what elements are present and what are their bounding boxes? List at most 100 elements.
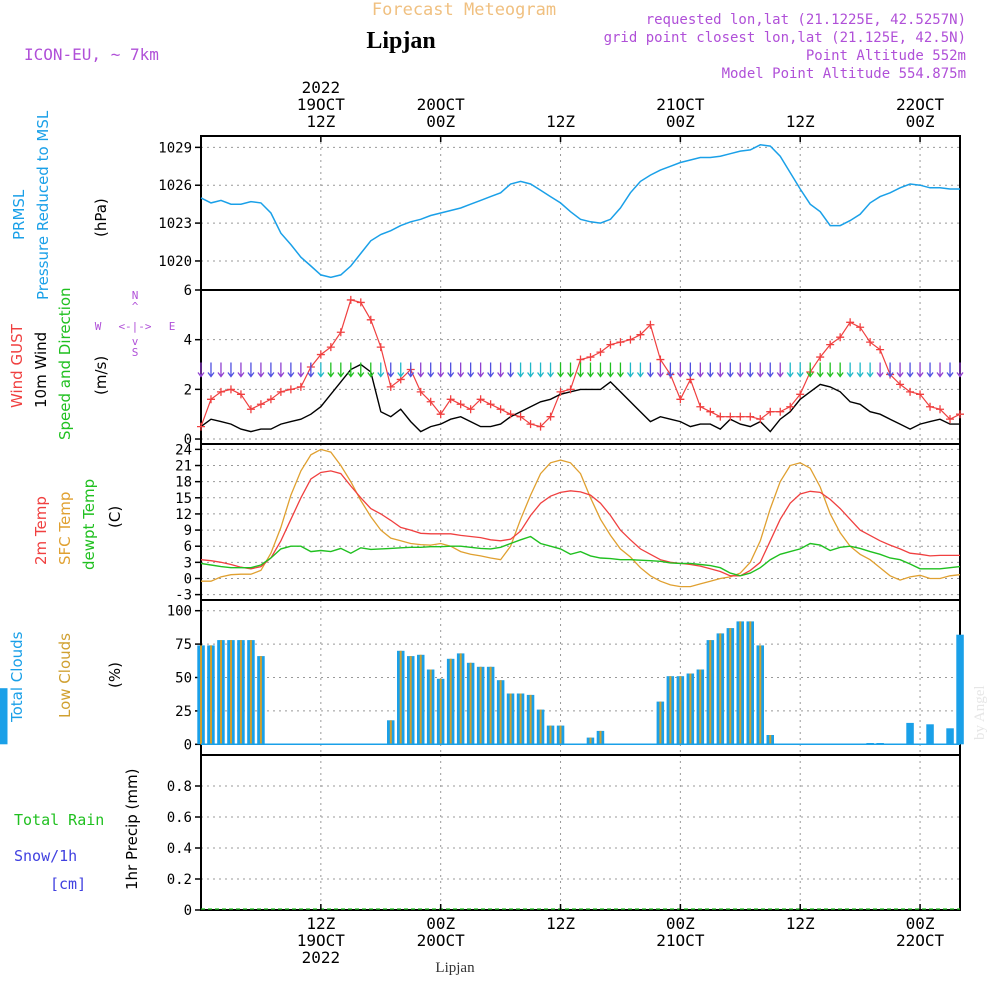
dewpt-line xyxy=(200,535,961,577)
wind-direction-arrow xyxy=(407,362,415,378)
requested-coords: requested lon,lat (21.1225E, 42.5257N) xyxy=(646,12,966,28)
temperature-ytick-label: 12 xyxy=(175,507,192,523)
wind-direction-arrow xyxy=(317,362,325,378)
chart-title: Forecast Meteogram xyxy=(372,0,556,20)
temperature-panel xyxy=(200,448,961,588)
gust-marker xyxy=(626,335,635,344)
gust-label: Wind GUST xyxy=(8,323,26,408)
temperature-ytick-label: 15 xyxy=(175,491,192,507)
gust-marker xyxy=(956,410,964,419)
top-time-label: 12Z xyxy=(546,112,575,131)
bottom-time-label: 00Z xyxy=(666,914,695,933)
gust-marker xyxy=(296,382,305,391)
low-cloud-bar xyxy=(489,666,492,745)
gust-marker xyxy=(446,395,455,404)
gust-marker xyxy=(466,405,475,414)
low-cloud-bar xyxy=(679,676,682,745)
gust-marker xyxy=(256,400,265,409)
wind-direction-arrow xyxy=(606,362,614,378)
low-cloud-bar xyxy=(689,673,692,745)
wind-direction-arrow xyxy=(277,362,285,378)
wind-direction-arrow xyxy=(447,362,455,378)
wind-direction-arrow xyxy=(886,362,894,378)
footer-location: Lipjan xyxy=(435,960,475,976)
bottom-time-label: 00Z xyxy=(906,914,935,933)
wind-direction-arrow xyxy=(367,362,375,378)
temperature-ytick-label: 3 xyxy=(184,555,192,571)
low-cloud-bar xyxy=(749,621,752,745)
low-cloud-bar xyxy=(220,640,222,745)
gust-marker xyxy=(436,410,445,419)
gust-marker xyxy=(576,355,585,364)
wind-direction-arrow xyxy=(487,362,495,378)
wind-direction-arrow xyxy=(586,362,595,378)
model-altitude: Model Point Altitude 554.875m xyxy=(722,66,966,82)
pressure-ytick-label: 1026 xyxy=(158,178,192,194)
wind-direction-arrow xyxy=(507,362,515,378)
wind-direction-arrow xyxy=(517,362,525,378)
gust-marker xyxy=(836,333,845,342)
wind-direction-arrow xyxy=(217,362,225,378)
wind-direction-arrow xyxy=(457,362,465,378)
wind-direction-arrow xyxy=(566,362,575,378)
wind-direction-arrow xyxy=(816,362,824,378)
temperature-ytick-label: -3 xyxy=(175,588,192,604)
precipitation-ytick-label: 0.4 xyxy=(167,841,192,857)
top-time-label: 12Z xyxy=(306,112,335,131)
wind-direction-arrow xyxy=(497,362,505,378)
low-cloud-bar xyxy=(659,701,662,745)
wind-direction-arrow xyxy=(776,362,784,378)
wind-speed-line xyxy=(200,363,960,433)
wind-direction-arrow xyxy=(756,362,764,378)
gust-marker xyxy=(226,385,235,394)
gust-marker xyxy=(486,400,495,409)
compass-e: E xyxy=(169,320,176,333)
gust-marker xyxy=(896,380,905,389)
wind-direction-arrow xyxy=(896,362,904,378)
wind-direction-arrow xyxy=(636,362,644,378)
low-cloud-bar xyxy=(529,694,532,745)
wind-direction-arrow xyxy=(427,362,435,378)
precipitation-ytick-label: 0.2 xyxy=(167,872,192,888)
wind-direction-arrow xyxy=(696,362,704,378)
wind-direction-arrow xyxy=(706,362,714,378)
pressure-line xyxy=(200,144,960,279)
clouds-ytick-label: 50 xyxy=(175,671,192,687)
gust-marker xyxy=(696,402,705,411)
model-name: ICON-EU, ~ 7km xyxy=(24,45,159,64)
compass-rose: N ^ W <-|-> E v S xyxy=(95,289,176,359)
gust-marker xyxy=(456,400,465,409)
bottom-time-label: 12Z xyxy=(546,914,575,933)
precipitation-ytick-label: 0.6 xyxy=(167,810,192,826)
wind-direction-arrow xyxy=(866,362,874,378)
low-cloud-bar xyxy=(669,676,672,745)
low-cloud-bar xyxy=(719,633,722,745)
temperature-ytick-label: 9 xyxy=(184,523,192,539)
top-time-label: 19OCT xyxy=(297,95,346,114)
wind-direction-arrow xyxy=(646,362,654,378)
wind-direction-arrow xyxy=(397,362,405,378)
gust-marker xyxy=(206,395,215,404)
cloud-panel xyxy=(0,621,964,746)
low-cloud-bar xyxy=(709,640,712,745)
low-cloud-bar xyxy=(419,654,422,745)
wind-direction-arrow xyxy=(616,362,624,378)
gust-marker xyxy=(376,343,385,352)
temp-unit: (C) xyxy=(106,506,124,528)
top-time-label: 20OCT xyxy=(417,95,466,114)
gust-marker xyxy=(506,410,515,419)
temperature-ytick-label: 0 xyxy=(184,571,192,587)
temp2m-line xyxy=(200,470,960,577)
temperature-ytick-label: 18 xyxy=(175,475,192,491)
compass-up: ^ xyxy=(132,300,139,313)
wind-direction-arrow xyxy=(257,362,265,378)
top-time-label: 21OCT xyxy=(656,95,705,114)
gust-marker xyxy=(826,340,835,349)
gust-marker xyxy=(316,350,325,359)
compass-h: <-|-> xyxy=(118,320,151,333)
gust-marker xyxy=(726,412,735,421)
wind-direction-arrow xyxy=(836,362,844,378)
low-cloud-bar xyxy=(399,650,402,745)
wind-label: 10m Wind xyxy=(32,332,50,408)
gust-marker xyxy=(276,387,285,396)
